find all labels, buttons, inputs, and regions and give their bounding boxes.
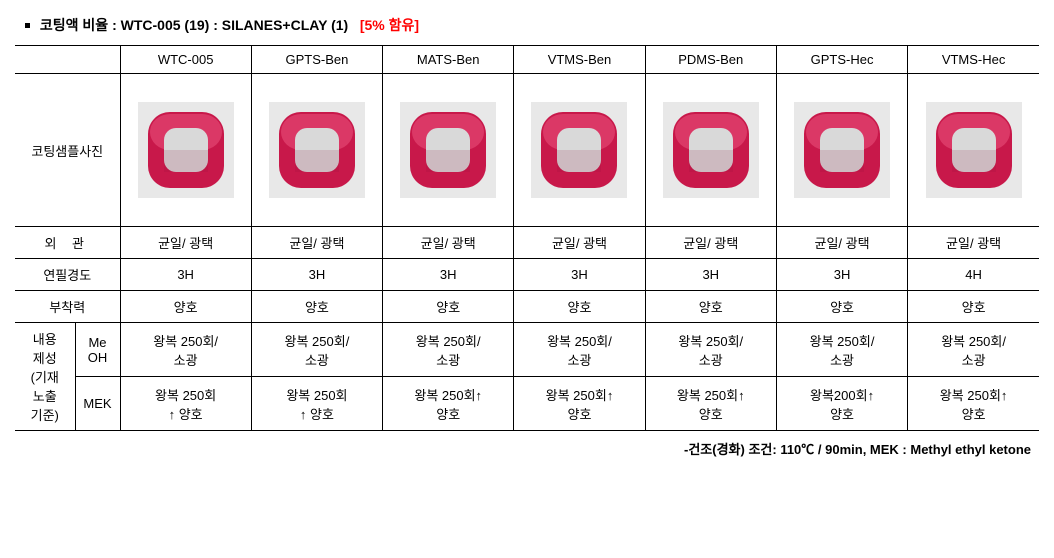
row-label-mek: MEK <box>75 377 120 431</box>
cell: 3H <box>120 259 251 291</box>
cell: 왕복 250회↑ 양호 <box>645 377 776 431</box>
cell: 왕복 250회↑ 양호 <box>908 377 1039 431</box>
cell: 왕복 250회 ↑ 양호 <box>251 377 382 431</box>
col-header: GPTS-Ben <box>251 46 382 74</box>
row-meoh: 내용 제성 (기재 노출 기준) Me OH 왕복 250회/ 소광 왕복 25… <box>15 323 1039 377</box>
bullet-icon <box>25 23 30 28</box>
cell: 양호 <box>645 291 776 323</box>
sample-photo <box>120 74 251 227</box>
row-label-hardness: 연필경도 <box>15 259 120 291</box>
cell: 균일/ 광택 <box>776 227 907 259</box>
cell: 3H <box>383 259 514 291</box>
cell: 균일/ 광택 <box>908 227 1039 259</box>
cell: 왕복 250회 ↑ 양호 <box>120 377 251 431</box>
sample-ring-icon <box>924 100 1024 200</box>
cell: 왕복 250회/ 소광 <box>776 323 907 377</box>
cell: 왕복 250회/ 소광 <box>251 323 382 377</box>
cell: 균일/ 광택 <box>645 227 776 259</box>
cell: 왕복 250회/ 소광 <box>120 323 251 377</box>
col-header: MATS-Ben <box>383 46 514 74</box>
sample-photo <box>514 74 645 227</box>
coating-table: WTC-005 GPTS-Ben MATS-Ben VTMS-Ben PDMS-… <box>15 45 1039 431</box>
cell: 왕복 250회/ 소광 <box>514 323 645 377</box>
col-header: GPTS-Hec <box>776 46 907 74</box>
row-adhesion: 부착력 양호 양호 양호 양호 양호 양호 양호 <box>15 291 1039 323</box>
sample-photo <box>645 74 776 227</box>
footer-note: -건조(경화) 조건: 110℃ / 90min, MEK : Methyl e… <box>15 439 1039 458</box>
cell: 균일/ 광택 <box>383 227 514 259</box>
sample-ring-icon <box>136 100 236 200</box>
col-header: WTC-005 <box>120 46 251 74</box>
sample-ring-icon <box>398 100 498 200</box>
row-mek: MEK 왕복 250회 ↑ 양호 왕복 250회 ↑ 양호 왕복 250회↑ 양… <box>15 377 1039 431</box>
sample-ring-icon <box>661 100 761 200</box>
cell: 4H <box>908 259 1039 291</box>
row-photo: 코팅샘플사진 <box>15 74 1039 227</box>
row-appearance: 외 관 균일/ 광택 균일/ 광택 균일/ 광택 균일/ 광택 균일/ 광택 균… <box>15 227 1039 259</box>
cell: 3H <box>776 259 907 291</box>
cell: 균일/ 광택 <box>120 227 251 259</box>
sample-photo <box>383 74 514 227</box>
cell: 3H <box>514 259 645 291</box>
cell: 양호 <box>908 291 1039 323</box>
sample-ring-icon <box>267 100 367 200</box>
cell: 왕복 250회/ 소광 <box>383 323 514 377</box>
sample-ring-icon <box>529 100 629 200</box>
cell: 왕복 250회/ 소광 <box>645 323 776 377</box>
cell: 왕복 250회/ 소광 <box>908 323 1039 377</box>
cell: 왕복 250회↑ 양호 <box>383 377 514 431</box>
row-label-photo: 코팅샘플사진 <box>15 74 120 227</box>
cell: 양호 <box>120 291 251 323</box>
cell: 왕복200회↑ 양호 <box>776 377 907 431</box>
row-label-meoh: Me OH <box>75 323 120 377</box>
header-accent: [5% 함유] <box>360 17 419 33</box>
cell: 3H <box>251 259 382 291</box>
table-header-row: WTC-005 GPTS-Ben MATS-Ben VTMS-Ben PDMS-… <box>15 46 1039 74</box>
cell: 균일/ 광택 <box>251 227 382 259</box>
col-header: VTMS-Hec <box>908 46 1039 74</box>
row-label-solvent-group: 내용 제성 (기재 노출 기준) <box>15 323 75 431</box>
row-label-appearance: 외 관 <box>15 227 120 259</box>
row-hardness: 연필경도 3H 3H 3H 3H 3H 3H 4H <box>15 259 1039 291</box>
col-header: PDMS-Ben <box>645 46 776 74</box>
header-blank <box>15 46 120 74</box>
cell: 양호 <box>383 291 514 323</box>
cell: 왕복 250회↑ 양호 <box>514 377 645 431</box>
cell: 양호 <box>251 291 382 323</box>
sample-ring-icon <box>792 100 892 200</box>
sample-photo <box>251 74 382 227</box>
cell: 균일/ 광택 <box>514 227 645 259</box>
cell: 3H <box>645 259 776 291</box>
col-header: VTMS-Ben <box>514 46 645 74</box>
cell: 양호 <box>776 291 907 323</box>
header-value: : WTC-005 (19) : SILANES+CLAY (1) <box>112 17 348 33</box>
sample-photo <box>776 74 907 227</box>
row-label-adhesion: 부착력 <box>15 291 120 323</box>
cell: 양호 <box>514 291 645 323</box>
header-line: 코팅액 비율 : WTC-005 (19) : SILANES+CLAY (1)… <box>15 15 1039 35</box>
header-label: 코팅액 비율 <box>40 17 108 33</box>
sample-photo <box>908 74 1039 227</box>
